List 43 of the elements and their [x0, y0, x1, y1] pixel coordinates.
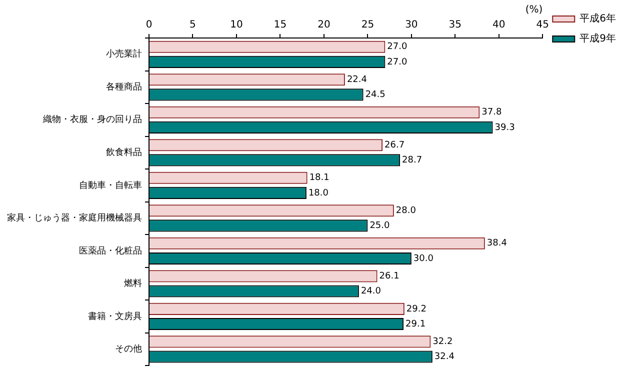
- x-tick-label: 45: [536, 20, 550, 31]
- data-label: 30.0: [413, 254, 434, 264]
- y-tick-label: 飲食料品: [106, 147, 142, 158]
- y-tick-label: 各種商品: [106, 81, 142, 92]
- data-label: 28.0: [396, 206, 416, 216]
- y-tick-label: 燃料: [124, 278, 142, 290]
- x-tick-label: 30: [405, 20, 418, 31]
- x-tick-label: 35: [448, 20, 462, 31]
- data-label: 25.0: [370, 221, 390, 232]
- x-tick-label: 0: [146, 20, 152, 31]
- y-tick-label: その他: [115, 344, 142, 355]
- data-label: 27.0: [387, 57, 408, 68]
- data-label: 38.4: [486, 238, 508, 249]
- y-tick-label: 家具・じゅう器・家庭用機械器具: [7, 212, 142, 224]
- legend-label: 平成6年: [580, 12, 616, 25]
- y-tick-label: 織物・衣服・身の回り品: [42, 114, 142, 126]
- x-tick-label: 5: [190, 20, 196, 31]
- data-label: 29.2: [406, 304, 426, 314]
- data-label: 39.3: [494, 122, 515, 133]
- data-label: 32.4: [434, 352, 455, 362]
- y-tick-label: 自動車・自転車: [79, 180, 142, 191]
- legend-label: 平成9年: [580, 32, 616, 45]
- data-label: 22.4: [346, 74, 368, 85]
- data-label: 27.0: [387, 42, 408, 52]
- data-label: 37.8: [482, 108, 502, 118]
- data-label: 32.2: [432, 337, 453, 348]
- x-axis-title: (%): [525, 4, 543, 16]
- data-label: 18.0: [308, 188, 329, 198]
- data-label: 29.1: [406, 319, 426, 330]
- y-tick-label: 医薬品・化粧品: [79, 245, 142, 256]
- data-label: 28.7: [402, 156, 422, 166]
- x-tick-label: 20: [318, 20, 330, 31]
- x-tick-label: 10: [230, 20, 243, 31]
- x-tick-label: 15: [274, 20, 287, 31]
- data-label: 26.1: [379, 272, 400, 282]
- x-tick-label: 25: [361, 20, 374, 31]
- data-label: 18.1: [309, 173, 330, 184]
- y-tick-label: 書籍・文房具: [88, 310, 142, 322]
- data-label: 24.5: [365, 90, 386, 100]
- data-label: 26.7: [384, 140, 405, 150]
- y-tick-label: 小売業計: [106, 48, 142, 60]
- x-tick-label: 40: [492, 20, 506, 31]
- data-label: 24.0: [360, 286, 382, 297]
